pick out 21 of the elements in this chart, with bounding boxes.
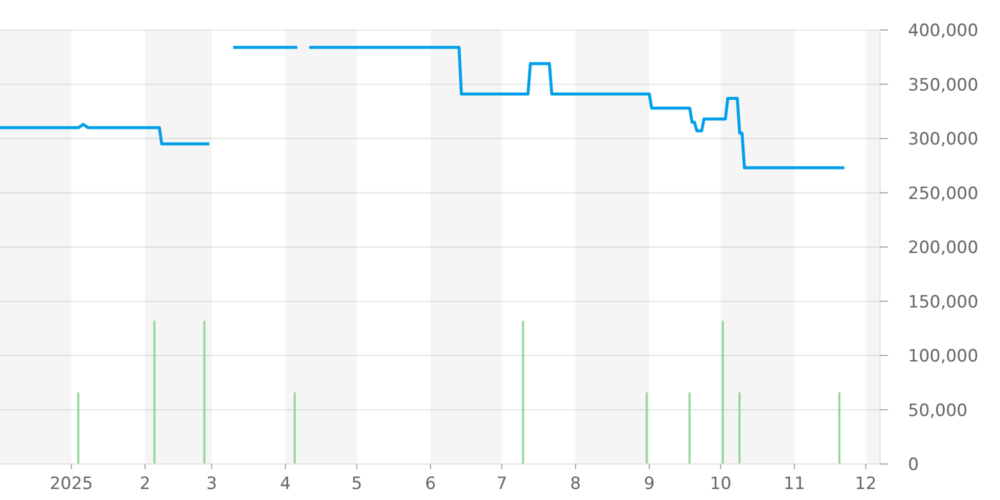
x-tick-label: 4 [280,474,291,494]
x-tick-label: 5 [351,474,362,494]
x-tick-label: 9 [644,474,655,494]
x-tick-label: 7 [496,474,508,494]
y-tick-label: 300,000 [908,130,978,150]
y-tick-label: 0 [908,455,919,476]
x-tick-label: 2 [140,474,150,494]
y-tick-label: 200,000 [908,238,978,258]
x-tick-label: 12 [854,474,877,494]
x-tick-label: 3 [206,474,218,494]
y-tick-label: 100,000 [908,346,978,367]
x-tick-label: 11 [784,474,806,494]
y-tick-label: 50,000 [908,400,968,421]
y-tick-label: 150,000 [908,292,978,312]
y-tick-label: 400,000 [908,21,978,42]
x-tick-label: 2025 [50,474,93,494]
x-tick-label: 6 [425,474,436,494]
x-tick-label: 8 [570,474,581,494]
x-tick-label: 10 [710,474,732,494]
y-tick-label: 350,000 [908,75,978,96]
y-tick-label: 250,000 [908,184,978,204]
